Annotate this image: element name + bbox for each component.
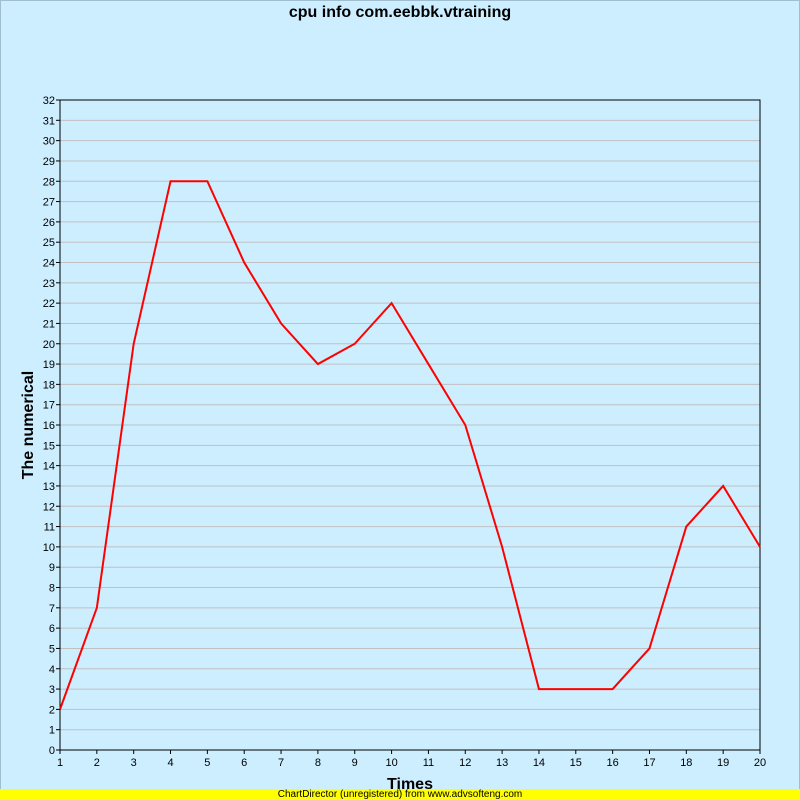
y-tick-label: 13 xyxy=(43,481,55,493)
x-tick-label: 15 xyxy=(570,757,582,769)
y-tick-label: 16 xyxy=(43,420,55,432)
y-tick-label: 6 xyxy=(49,623,55,635)
x-tick-label: 20 xyxy=(754,757,766,769)
x-tick-label: 18 xyxy=(680,757,692,769)
y-tick-label: 32 xyxy=(43,95,55,107)
x-tick-label: 7 xyxy=(278,757,284,769)
y-tick-label: 26 xyxy=(43,217,55,229)
y-tick-label: 25 xyxy=(43,237,55,249)
y-tick-label: 2 xyxy=(49,704,55,716)
x-tick-label: 6 xyxy=(241,757,247,769)
x-tick-label: 10 xyxy=(385,757,397,769)
y-tick-label: 23 xyxy=(43,278,55,290)
y-tick-label: 12 xyxy=(43,501,55,513)
y-tick-label: 24 xyxy=(43,258,55,270)
y-tick-label: 14 xyxy=(43,461,55,473)
y-tick-label: 22 xyxy=(43,298,55,310)
y-tick-label: 11 xyxy=(44,522,55,534)
y-tick-label: 9 xyxy=(49,562,55,574)
y-tick-label: 27 xyxy=(43,197,55,209)
y-tick-label: 8 xyxy=(49,583,55,595)
y-axis-title: The numerical xyxy=(20,371,37,479)
x-tick-label: 1 xyxy=(57,757,63,769)
y-tick-label: 20 xyxy=(43,339,55,351)
x-tick-label: 11 xyxy=(423,757,434,769)
x-tick-label: 16 xyxy=(607,757,619,769)
y-tick-label: 17 xyxy=(43,400,55,412)
x-axis-title: Times xyxy=(387,776,433,793)
y-tick-label: 5 xyxy=(49,643,55,655)
x-tick-label: 19 xyxy=(717,757,729,769)
y-tick-label: 0 xyxy=(49,745,55,757)
x-tick-label: 13 xyxy=(496,757,508,769)
y-tick-label: 10 xyxy=(43,542,55,554)
x-axis-ticks: 1 2 3 4 5 6 7 8 9 10 11 12 13 14 15 16 17 18 19 20 xyxy=(57,750,766,769)
y-tick-label: 28 xyxy=(43,176,55,188)
y-tick-label: 7 xyxy=(49,603,55,615)
x-tick-label: 5 xyxy=(204,757,210,769)
y-tick-label: 31 xyxy=(43,115,55,127)
y-tick-label: 15 xyxy=(43,440,55,452)
y-tick-label: 21 xyxy=(43,318,55,330)
grid-lines xyxy=(60,119,760,731)
series-layer xyxy=(59,180,761,710)
x-tick-label: 2 xyxy=(94,757,100,769)
x-tick-label: 8 xyxy=(315,757,321,769)
x-tick-label: 14 xyxy=(533,757,545,769)
y-tick-label: 1 xyxy=(49,725,55,737)
x-tick-label: 9 xyxy=(352,757,358,769)
y-tick-label: 3 xyxy=(49,684,55,696)
chart-title: cpu info com.eebbk.vtraining xyxy=(289,4,511,21)
x-tick-label: 3 xyxy=(131,757,137,769)
series-line xyxy=(59,180,761,710)
y-tick-label: 19 xyxy=(43,359,55,371)
y-tick-label: 29 xyxy=(43,156,55,168)
x-tick-label: 17 xyxy=(643,757,655,769)
x-tick-label: 4 xyxy=(167,757,173,769)
footer-watermark: ChartDirector (unregistered) from www.ad… xyxy=(0,789,800,800)
y-tick-label: 4 xyxy=(49,664,55,676)
x-tick-label: 12 xyxy=(459,757,471,769)
y-tick-label: 30 xyxy=(43,136,55,148)
y-tick-label: 18 xyxy=(43,379,55,391)
y-axis-ticks: 0123456789101112131415161718192021222324… xyxy=(43,95,60,757)
